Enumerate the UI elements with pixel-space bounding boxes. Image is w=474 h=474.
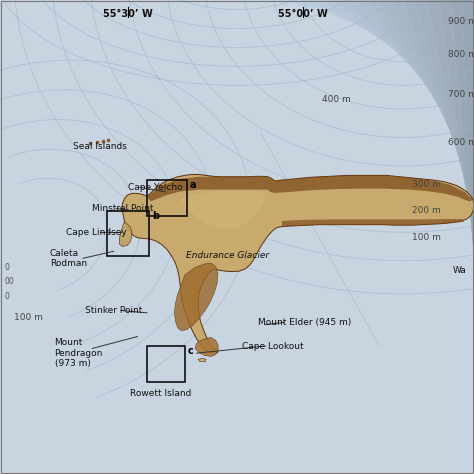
Text: 00: 00 bbox=[5, 277, 15, 286]
Text: Mount Elder (945 m): Mount Elder (945 m) bbox=[258, 318, 352, 327]
Polygon shape bbox=[403, 0, 474, 213]
Text: b: b bbox=[152, 211, 159, 221]
Polygon shape bbox=[147, 175, 473, 201]
Polygon shape bbox=[195, 337, 218, 356]
Text: Minstrel Point: Minstrel Point bbox=[92, 204, 154, 213]
Text: 100 m: 100 m bbox=[412, 233, 441, 241]
Text: Cape Lindsey: Cape Lindsey bbox=[66, 228, 127, 237]
Text: Cape Yelcho: Cape Yelcho bbox=[128, 183, 182, 191]
Polygon shape bbox=[180, 191, 265, 229]
Text: 600 m: 600 m bbox=[448, 138, 474, 146]
Text: 900 m: 900 m bbox=[448, 17, 474, 26]
Polygon shape bbox=[367, 0, 474, 171]
Polygon shape bbox=[237, 0, 474, 14]
Bar bbox=[147, 180, 187, 216]
Text: 100 m: 100 m bbox=[14, 313, 43, 322]
Polygon shape bbox=[261, 0, 474, 43]
Text: c: c bbox=[187, 346, 193, 356]
Text: 55°30’ W: 55°30’ W bbox=[103, 9, 153, 19]
Text: 55°00’ W: 55°00’ W bbox=[279, 9, 328, 19]
Polygon shape bbox=[332, 0, 474, 128]
Polygon shape bbox=[282, 219, 465, 227]
Text: Rowett Island: Rowett Island bbox=[130, 389, 192, 398]
Text: 700 m: 700 m bbox=[448, 91, 474, 99]
Text: Stinker Point: Stinker Point bbox=[85, 306, 143, 315]
Text: Cape Lookout: Cape Lookout bbox=[242, 342, 303, 350]
Text: Seal Islands: Seal Islands bbox=[73, 143, 128, 151]
Text: Wa: Wa bbox=[453, 266, 467, 274]
Text: Caleta
Rodman: Caleta Rodman bbox=[50, 249, 87, 268]
Polygon shape bbox=[296, 0, 474, 85]
Polygon shape bbox=[320, 0, 474, 114]
Text: Mount
Pendragon
(973 m): Mount Pendragon (973 m) bbox=[55, 338, 103, 368]
Polygon shape bbox=[379, 0, 474, 185]
Polygon shape bbox=[462, 0, 474, 284]
Polygon shape bbox=[198, 358, 206, 362]
Text: 300 m: 300 m bbox=[412, 181, 441, 189]
Polygon shape bbox=[284, 0, 474, 71]
Text: Endurance Glacier: Endurance Glacier bbox=[186, 252, 269, 260]
Text: 0: 0 bbox=[5, 263, 9, 272]
Polygon shape bbox=[119, 222, 132, 246]
Text: 200 m: 200 m bbox=[412, 207, 441, 215]
Text: 800 m: 800 m bbox=[448, 50, 474, 59]
Polygon shape bbox=[174, 263, 218, 331]
Bar bbox=[107, 211, 149, 256]
Polygon shape bbox=[122, 174, 474, 353]
Polygon shape bbox=[450, 0, 474, 270]
Polygon shape bbox=[438, 0, 474, 256]
Polygon shape bbox=[308, 0, 474, 100]
Polygon shape bbox=[391, 0, 474, 199]
Text: a: a bbox=[190, 180, 196, 190]
Polygon shape bbox=[356, 0, 474, 156]
Text: 400 m: 400 m bbox=[322, 95, 351, 104]
Polygon shape bbox=[273, 0, 474, 57]
Polygon shape bbox=[344, 0, 474, 142]
Polygon shape bbox=[427, 0, 474, 242]
Text: 0: 0 bbox=[5, 292, 9, 301]
Bar bbox=[147, 346, 185, 382]
Polygon shape bbox=[249, 0, 474, 28]
Polygon shape bbox=[415, 0, 474, 228]
